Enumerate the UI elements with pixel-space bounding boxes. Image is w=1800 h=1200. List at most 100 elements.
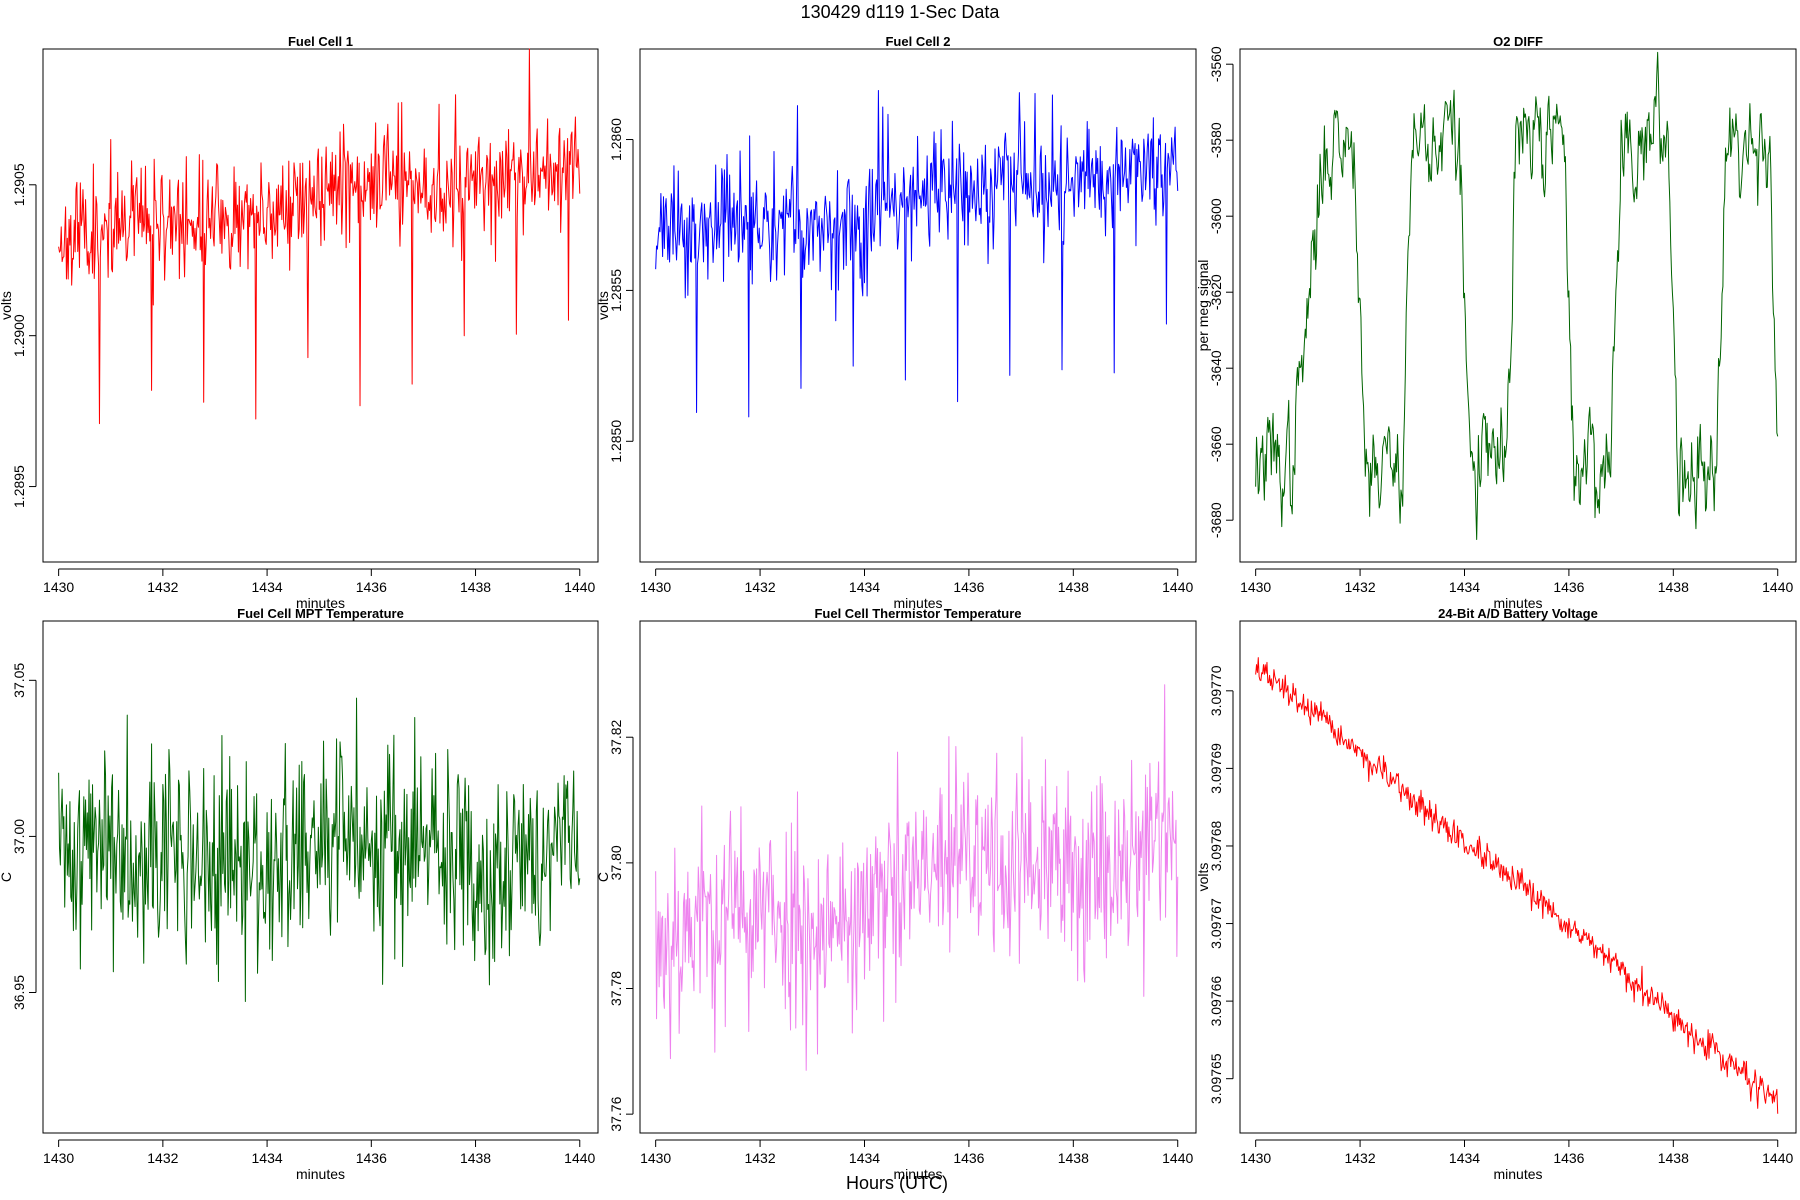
series-line: [58, 697, 581, 1002]
plot-frame: [42, 48, 599, 563]
y-tick-label: -3660: [1208, 426, 1224, 462]
y-axis-label: per meg signal: [1195, 260, 1211, 352]
y-tick-label: 37.05: [11, 663, 27, 698]
x-axis-label: minutes: [1493, 595, 1542, 611]
plot-frame: [639, 620, 1197, 1134]
x-tick-label: 1432: [1344, 1150, 1375, 1166]
x-tick-label: 1436: [1553, 579, 1584, 595]
figure-title: 130429 d119 1-Sec Data: [801, 2, 1001, 22]
series-line: [58, 48, 581, 425]
panel-title: Fuel Cell 2: [885, 34, 950, 49]
x-tick-label: 1430: [640, 579, 671, 595]
y-tick-label: -3580: [1208, 122, 1224, 158]
x-tick-label: 1440: [564, 579, 595, 595]
x-tick-label: 1432: [744, 1150, 775, 1166]
x-tick-label: 1436: [1553, 1150, 1584, 1166]
y-tick-label: -3600: [1208, 198, 1224, 234]
x-tick-label: 1440: [1162, 1150, 1193, 1166]
panel-title: O2 DIFF: [1493, 34, 1543, 49]
y-tick-label: 1.2905: [11, 163, 27, 206]
y-tick-label: -3560: [1208, 46, 1224, 82]
y-tick-label: 3.09765: [1208, 1053, 1224, 1104]
y-axis-label: volts: [1195, 863, 1211, 892]
x-tick-label: 1440: [1762, 1150, 1793, 1166]
x-tick-label: 1440: [564, 1150, 595, 1166]
y-tick-label: 3.09766: [1208, 976, 1224, 1027]
plot-frame: [42, 620, 599, 1134]
y-tick-label: 37.78: [608, 971, 624, 1006]
y-tick-label: 3.09769: [1208, 743, 1224, 794]
panel-title: 24-Bit A/D Battery Voltage: [1438, 606, 1598, 621]
x-tick-label: 1434: [252, 1150, 283, 1166]
x-tick-label: 1436: [953, 1150, 984, 1166]
y-axis-label: C: [0, 872, 14, 882]
x-tick-label: 1438: [1058, 1150, 1089, 1166]
y-axis-label: volts: [0, 291, 14, 320]
y-tick-label: -3640: [1208, 350, 1224, 386]
y-tick-label: 1.2855: [608, 269, 624, 312]
x-tick-label: 1436: [953, 579, 984, 595]
y-tick-label: 37.76: [608, 1096, 624, 1131]
panel-3: O2 DIFF 1430 1432 1434 1436 1438 1440 minutes -3…: [1195, 34, 1797, 611]
series-line: [655, 684, 1179, 1071]
x-tick-label: 1438: [460, 579, 491, 595]
x-tick-label: 1440: [1162, 579, 1193, 595]
panel-5: Fuel Cell Thermistor Temperature 1430 1432…: [595, 606, 1197, 1182]
y-tick-label: 1.2850: [608, 420, 624, 463]
x-tick-label: 1440: [1762, 579, 1793, 595]
x-axis-label: minutes: [296, 595, 345, 611]
y-tick-label: 37.82: [608, 719, 624, 754]
outer-x-axis-label: Hours (UTC): [846, 1173, 948, 1193]
x-tick-label: 1436: [356, 1150, 387, 1166]
plot-frame: [1239, 48, 1797, 563]
x-tick-label: 1438: [460, 1150, 491, 1166]
panel-title: Fuel Cell MPT Temperature: [237, 606, 404, 621]
x-tick-label: 1438: [1058, 579, 1089, 595]
y-tick-label: 36.95: [11, 975, 27, 1010]
y-tick-label: -3620: [1208, 274, 1224, 310]
y-axis-label: C: [595, 872, 611, 882]
plot-frame: [1239, 620, 1797, 1134]
x-axis-label: minutes: [296, 1166, 345, 1182]
x-tick-label: 1432: [744, 579, 775, 595]
panel-title: Fuel Cell 1: [288, 34, 353, 49]
x-tick-label: 1434: [252, 579, 283, 595]
y-tick-label: 1.2895: [11, 465, 27, 508]
plot-frame: [639, 48, 1197, 563]
y-tick-label: 37.80: [608, 845, 624, 880]
x-tick-label: 1432: [147, 1150, 178, 1166]
panel-1: Fuel Cell 1 1430 1432 1434 1436 1438 1440 minut…: [0, 34, 599, 611]
panel-6: 24-Bit A/D Battery Voltage 1430 1432 1434 14…: [1195, 606, 1797, 1182]
panels: Fuel Cell 1 1430 1432 1434 1436 1438 1440 minut…: [0, 34, 1797, 1182]
series-line: [1255, 51, 1779, 540]
y-tick-label: 3.09768: [1208, 820, 1224, 871]
x-tick-label: 1430: [1240, 1150, 1271, 1166]
y-tick-label: 3.09770: [1208, 665, 1224, 716]
y-tick-label: -3680: [1208, 502, 1224, 538]
y-axis-label: volts: [595, 291, 611, 320]
x-tick-label: 1430: [43, 579, 74, 595]
panel-2: Fuel Cell 2 1430 1432 1434 1436 1438 1440 minut…: [595, 34, 1197, 611]
x-tick-label: 1438: [1658, 579, 1689, 595]
y-tick-label: 3.09767: [1208, 898, 1224, 949]
panel-title: Fuel Cell Thermistor Temperature: [814, 606, 1021, 621]
x-tick-label: 1434: [1449, 579, 1480, 595]
x-tick-label: 1430: [43, 1150, 74, 1166]
x-axis-label: minutes: [1493, 1166, 1542, 1182]
x-tick-label: 1438: [1658, 1150, 1689, 1166]
x-tick-label: 1434: [849, 579, 880, 595]
x-axis-label: minutes: [893, 1166, 942, 1182]
x-tick-label: 1432: [1344, 579, 1375, 595]
y-tick-label: 1.2900: [11, 314, 27, 357]
x-tick-label: 1430: [640, 1150, 671, 1166]
series-line: [655, 89, 1179, 418]
series-line: [1255, 657, 1779, 1114]
x-tick-label: 1436: [356, 579, 387, 595]
panel-4: Fuel Cell MPT Temperature 1430 1432 1434 143…: [0, 606, 599, 1182]
y-tick-label: 37.00: [11, 819, 27, 854]
x-tick-label: 1430: [1240, 579, 1271, 595]
x-tick-label: 1432: [147, 579, 178, 595]
y-tick-label: 1.2860: [608, 118, 624, 161]
x-tick-label: 1434: [849, 1150, 880, 1166]
